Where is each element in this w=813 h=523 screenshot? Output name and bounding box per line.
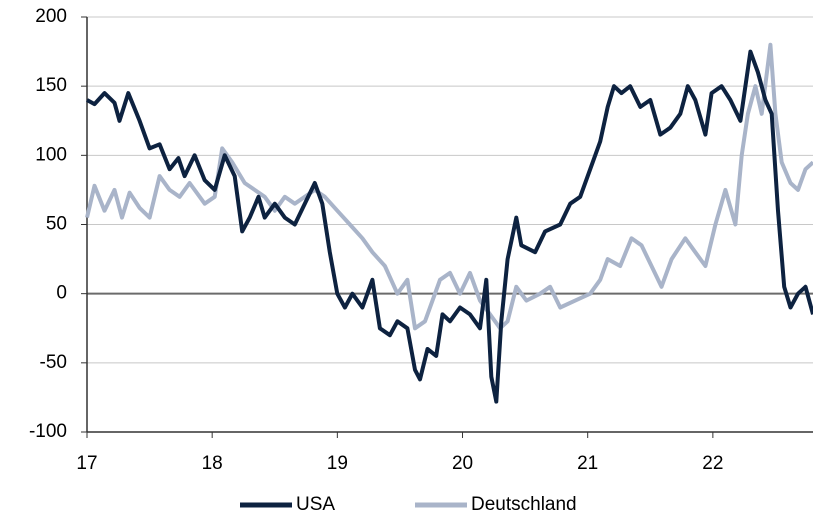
y-tick-label: 150 [35,75,67,96]
x-tick-label: 22 [702,453,723,474]
x-tick-label: 19 [327,453,348,474]
x-tick-label: 21 [577,453,598,474]
x-tick-label: 17 [76,453,97,474]
y-tick-label: 200 [35,6,67,27]
series-line [85,42,813,331]
legend-label: USA [296,494,335,515]
y-tick-label: 50 [46,214,67,235]
series-line [86,49,813,404]
x-tick-label: 20 [452,453,473,474]
legend-label: Deutschland [471,494,577,515]
y-tick-label: 100 [35,144,67,165]
y-tick-label: -50 [40,352,67,373]
y-tick-label: 0 [56,283,67,304]
x-tick-label: 18 [202,453,223,474]
y-tick-label: -100 [29,421,67,442]
